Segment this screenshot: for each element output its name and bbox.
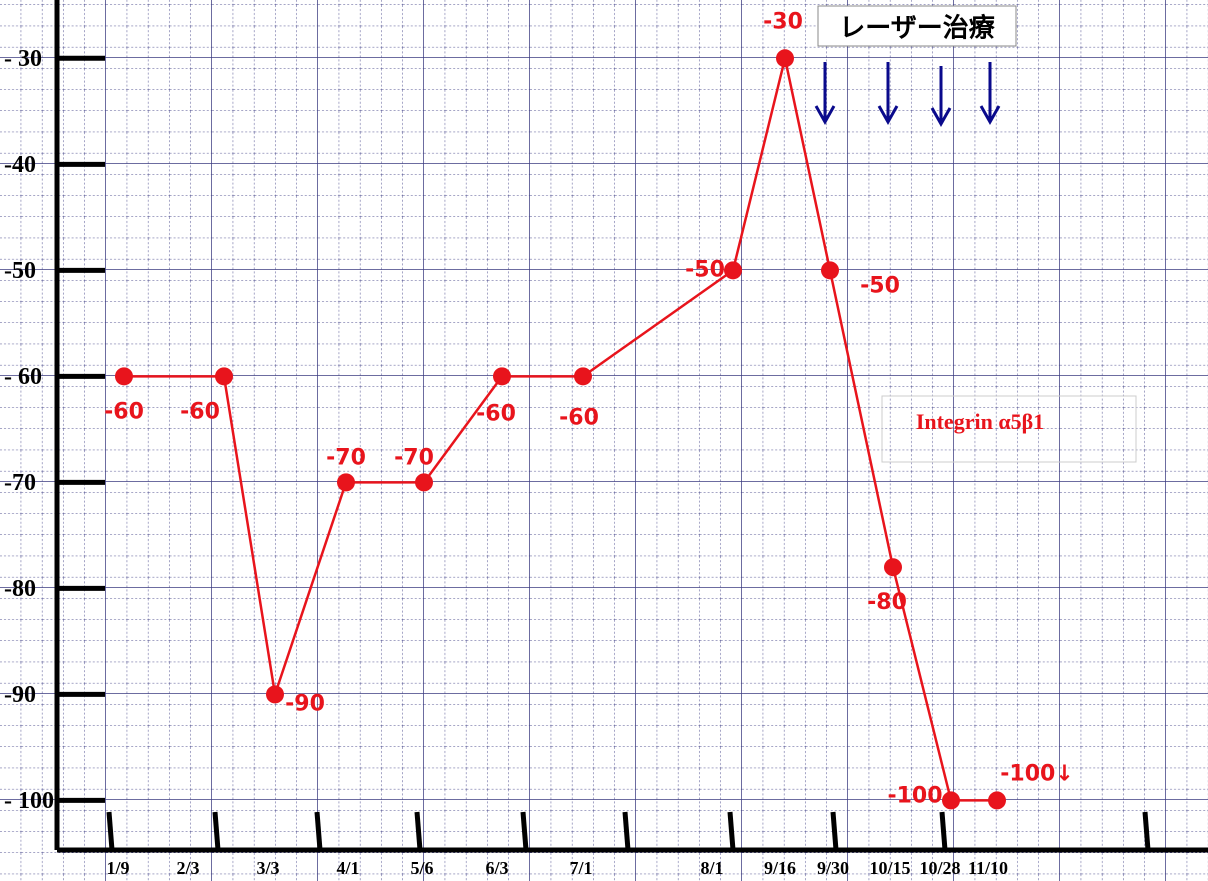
data-label: -80: [867, 590, 907, 615]
data-label: -70: [394, 445, 434, 470]
data-label: -70: [326, 445, 366, 470]
point: [493, 367, 511, 386]
point: [115, 367, 133, 386]
y-tick-label: - 60: [4, 364, 42, 390]
x-tick: [414, 811, 423, 851]
annotation-box: [817, 5, 1017, 47]
y-tick-label: - 100: [4, 788, 54, 814]
x-tick: [939, 811, 948, 851]
point: [574, 367, 592, 386]
data-label: -60: [180, 399, 220, 424]
point: [337, 473, 355, 492]
point: [884, 558, 902, 577]
legend-label: Integrin α5β1: [916, 409, 1044, 434]
y-tick-label: -50: [4, 258, 36, 284]
data-label: -100↓: [1000, 761, 1074, 786]
y-tick-label: -90: [4, 682, 36, 708]
x-tick-label: 4/1: [336, 858, 359, 878]
x-tick: [106, 811, 115, 851]
x-tick: [520, 811, 529, 851]
x-tick-label: 11/10: [968, 858, 1008, 878]
x-tick-label: 5/6: [410, 858, 433, 878]
y-tick-label: -40: [4, 152, 36, 178]
data-label: -50: [860, 273, 900, 298]
x-tick-label: 10/15: [869, 858, 910, 878]
x-tick-label: 1/9: [106, 858, 129, 878]
data-label: -30: [763, 9, 803, 34]
x-tick: [622, 811, 631, 851]
x-tick-label: 3/3: [256, 858, 279, 878]
y-tick-label: - 30: [4, 46, 42, 72]
x-tick-label: 2/3: [176, 858, 199, 878]
point: [415, 473, 433, 492]
arrows: [814, 62, 1001, 128]
x-tick-label: 6/3: [485, 858, 508, 878]
x-tick-label: 8/1: [700, 858, 723, 878]
point: [266, 685, 284, 704]
point: [776, 49, 794, 68]
x-tick-label: 10/28: [919, 858, 960, 878]
data-label: -50: [685, 257, 725, 282]
legend-box: [881, 395, 1137, 463]
x-tick-label: 9/30: [817, 858, 849, 878]
point: [215, 367, 233, 386]
point: [724, 261, 742, 280]
x-tick-label: 9/16: [764, 858, 796, 878]
annotation: レーザー治療: [839, 14, 995, 44]
x-tick: [830, 811, 839, 851]
point: [988, 791, 1006, 810]
y-tick-label: -80: [4, 576, 36, 602]
y-tick-label: -70: [4, 470, 36, 496]
point: [942, 791, 960, 810]
data-label: -60: [559, 405, 599, 430]
data-label: -60: [104, 399, 144, 424]
x-tick-label: 7/1: [569, 858, 592, 878]
point: [821, 261, 839, 280]
data-label: -60: [476, 401, 516, 426]
data-label: -90: [285, 691, 325, 716]
x-tick: [1142, 811, 1151, 851]
data-label: -100: [887, 783, 942, 808]
x-tick: [212, 811, 221, 851]
x-tick: [314, 811, 323, 851]
x-tick: [727, 811, 736, 851]
